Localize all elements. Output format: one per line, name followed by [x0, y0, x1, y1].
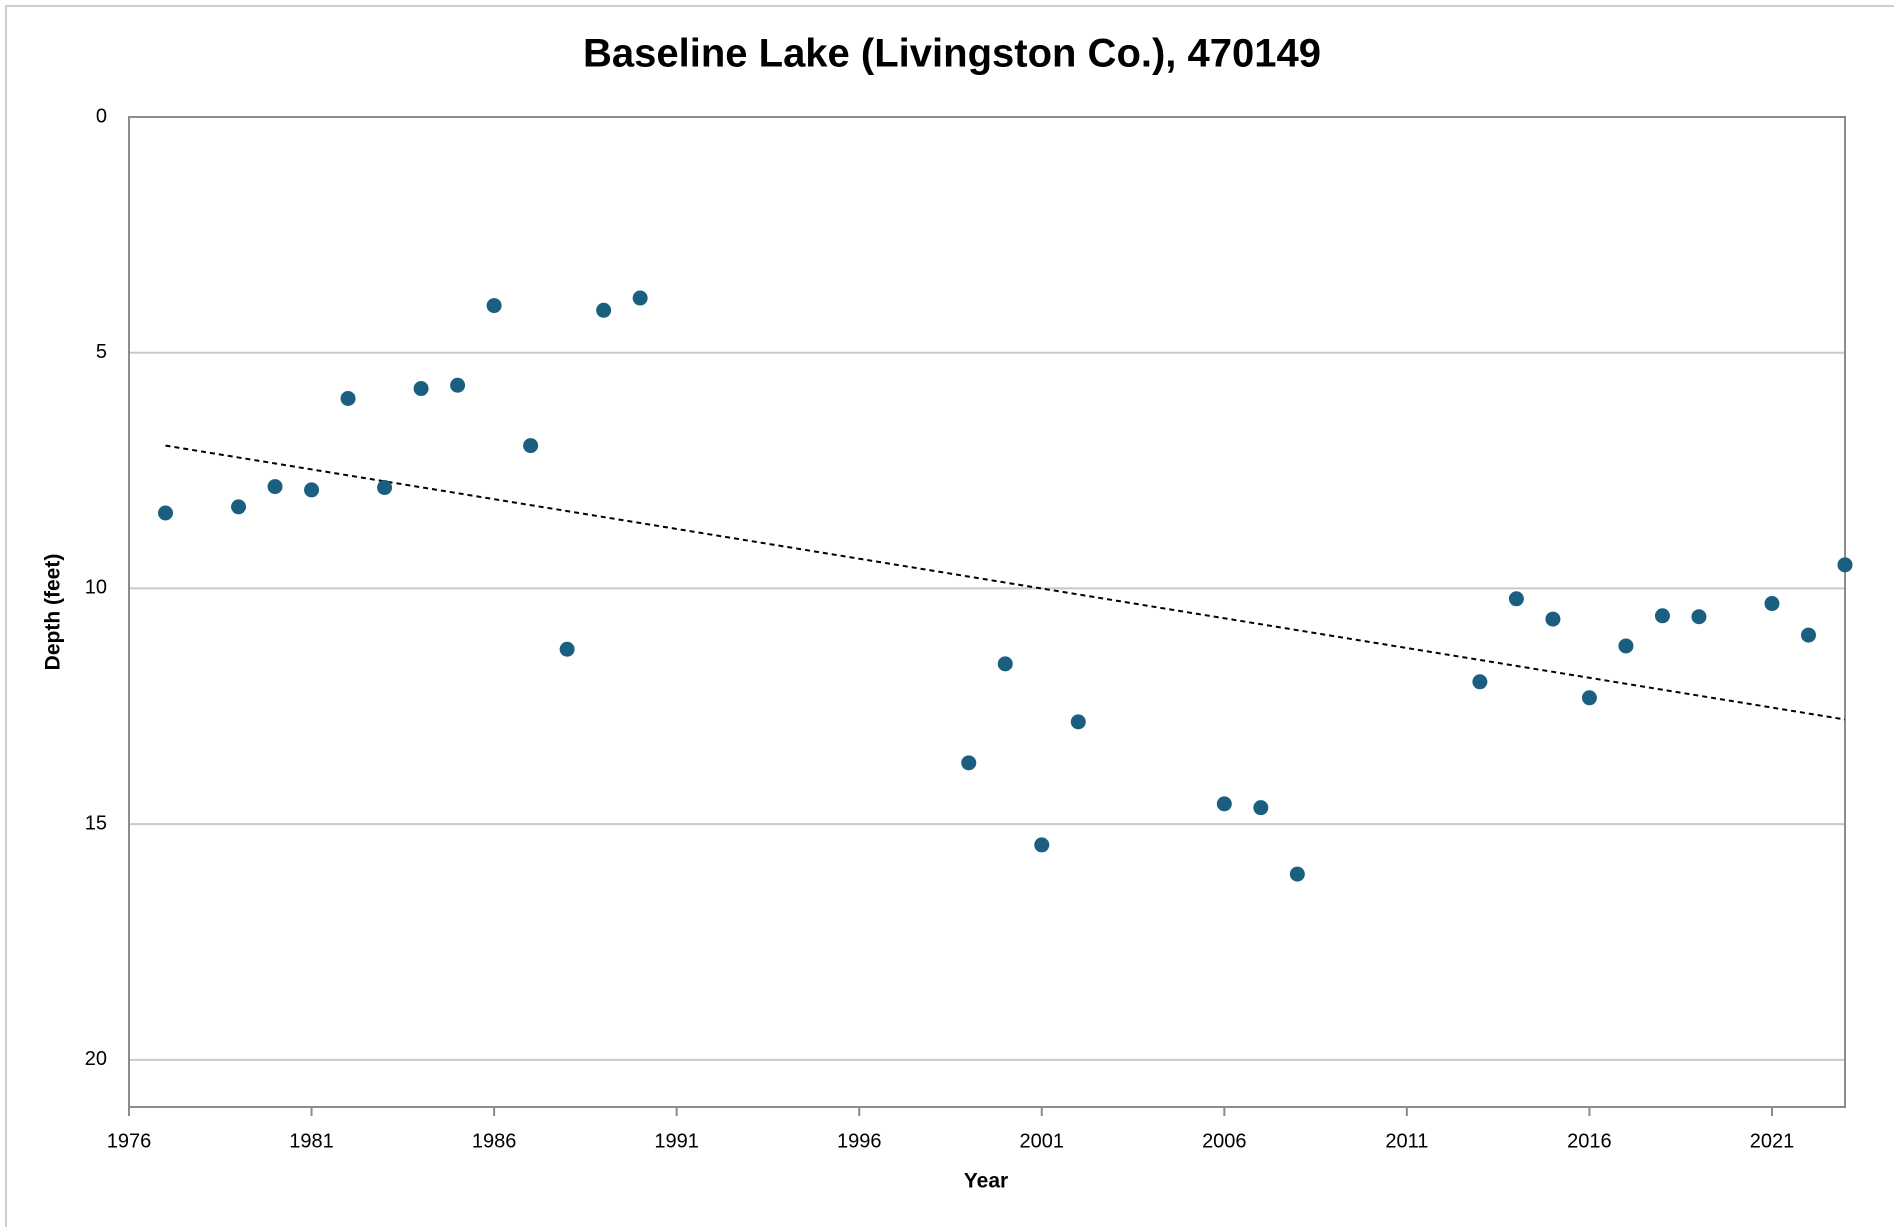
trendline	[165, 444, 1846, 721]
chart-frame	[5, 5, 1894, 1227]
x-axis-title: Year	[964, 1170, 1008, 1193]
data-point	[158, 505, 174, 521]
data-point	[596, 302, 612, 318]
data-point	[1216, 796, 1232, 812]
data-point	[304, 482, 320, 498]
data-point	[961, 755, 977, 771]
y-tick-label: 10	[85, 577, 107, 599]
data-point	[1800, 627, 1816, 643]
data-point	[632, 290, 648, 306]
plot-frame	[128, 116, 1846, 1108]
data-point	[1508, 591, 1524, 607]
data-point	[1618, 638, 1634, 654]
data-point	[450, 377, 466, 393]
data-point	[340, 390, 356, 406]
y-tick-label: 0	[96, 105, 107, 127]
data-point	[1837, 557, 1853, 573]
x-tick-label: 2016	[1567, 1130, 1612, 1152]
x-tick-label: 2006	[1202, 1130, 1247, 1152]
data-point	[997, 656, 1013, 672]
data-point	[1253, 800, 1269, 816]
data-point	[1034, 837, 1050, 853]
y-tick-label: 15	[85, 812, 107, 834]
data-point	[559, 641, 575, 657]
data-point	[523, 438, 539, 454]
x-tick-label: 2001	[1020, 1130, 1065, 1152]
x-tick-label: 1981	[289, 1130, 334, 1152]
x-tick-label: 1991	[654, 1130, 699, 1152]
data-point	[267, 479, 283, 495]
data-point	[1581, 690, 1597, 706]
data-point	[413, 381, 429, 397]
y-tick-label: 20	[85, 1048, 107, 1070]
data-point	[1545, 611, 1561, 627]
data-point	[231, 499, 247, 515]
y-tick-label: 5	[96, 341, 107, 363]
chart-title: Baseline Lake (Livingston Co.), 470149	[583, 32, 1321, 76]
data-point	[377, 480, 393, 496]
x-tick-label: 1986	[472, 1130, 517, 1152]
data-point	[1691, 609, 1707, 625]
x-tick-label: 1996	[837, 1130, 882, 1152]
data-point	[1472, 674, 1488, 690]
x-tick-label: 2021	[1750, 1130, 1795, 1152]
x-tick-label: 1976	[107, 1130, 152, 1152]
data-point	[1764, 596, 1780, 612]
y-axis-title: Depth (feet)	[42, 554, 65, 671]
x-tick-label: 2011	[1385, 1130, 1428, 1152]
data-point	[1289, 866, 1305, 882]
data-point	[486, 298, 502, 314]
data-point	[1654, 608, 1670, 624]
data-point	[1070, 714, 1086, 730]
